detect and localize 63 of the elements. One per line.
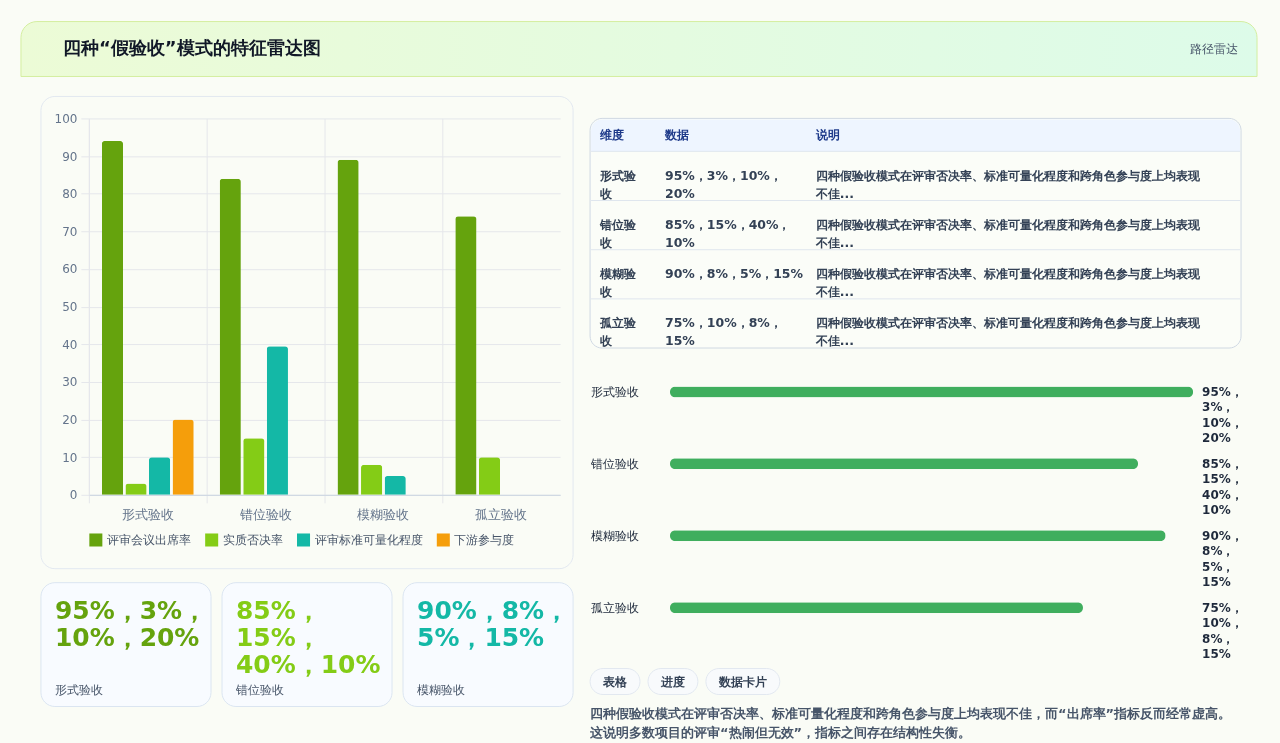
y-tick-label: 40: [62, 337, 78, 352]
data-label: 95%，3%，10%，20%: [1202, 384, 1243, 446]
text: 95%，3%，10%，20%: [664, 167, 782, 201]
y-tick-label: 错位验收: [589, 455, 639, 471]
bar: [243, 438, 265, 495]
bar: [669, 530, 1166, 542]
bar: [148, 457, 171, 495]
bar: [669, 386, 1194, 398]
legend-label: 评审标准可量化程度: [314, 532, 423, 547]
y-tick-label: 0: [69, 488, 78, 503]
text: 四种假验收模式在评审否决率、标准可量化程度和跨角色参与度上均表现不佳...: [814, 217, 1201, 251]
category-label: 数据: [663, 126, 689, 142]
text: 85%，15%，40%，10%: [664, 217, 791, 251]
x-tick-label: 孤立验收: [475, 507, 528, 523]
y-tick-label: 孤立验收: [590, 599, 639, 615]
y-tick-label: 形式验收: [590, 383, 639, 399]
text: 75%，10%，8%，15%: [664, 315, 782, 349]
text: 95%，3%，10%，20%: [54, 595, 208, 652]
bar: [669, 602, 1083, 614]
legend-label: 评审会议出席率: [106, 532, 191, 547]
y-tick-label: 50: [62, 300, 78, 315]
category-label: 维度: [599, 126, 625, 142]
text: 数据卡片: [717, 674, 767, 689]
y-tick-label: 30: [62, 375, 78, 390]
data-label: 90%，8%，5%，15%: [1202, 528, 1243, 590]
y-tick-label: 10: [62, 450, 78, 465]
text: 90%，8%，5%，15%: [664, 266, 804, 282]
bar: [361, 464, 383, 495]
data-label: 85%，15%，40%，10%: [1202, 456, 1243, 518]
x-tick-label: 形式验收: [121, 507, 174, 523]
x-tick-label: 错位验收: [238, 507, 292, 523]
bar: [101, 140, 124, 495]
text: 四种假验收模式在评审否决率、标准可量化程度和跨角色参与度上均表现不佳...: [814, 266, 1201, 300]
bar: [337, 159, 359, 495]
y-tick-label: 70: [62, 224, 78, 239]
text: 进度: [659, 674, 685, 689]
y-tick-label: 模糊验收: [590, 527, 639, 543]
text: 四种假验收模式在评审否决率、标准可量化程度和跨角色参与度上均表现不佳...: [814, 167, 1201, 201]
y-tick-label: 20: [62, 413, 78, 428]
bar: [455, 216, 477, 495]
text: 四种假验收模式在评审否决率、标准可量化程度和跨角色参与度上均表现不佳，而“出席率”指标反而经常虚高。这说明多数项目的评审“热闹但无效”，指标之间存在结构性失衡。: [589, 706, 1232, 741]
bar: [266, 346, 288, 495]
data-label: 75%，10%，8%，15%: [1202, 600, 1243, 662]
bar: [172, 419, 194, 495]
legend-label: 下游参与度: [454, 532, 515, 547]
text: 90%，8%，5%，15%: [417, 595, 570, 652]
bar: [219, 178, 241, 495]
y-tick-label: 100: [54, 111, 78, 126]
text: 四种假验收模式在评审否决率、标准可量化程度和跨角色参与度上均表现不佳...: [814, 315, 1201, 349]
text: 模糊验收: [417, 682, 466, 697]
legend-label: 实质否决率: [222, 532, 283, 547]
text: 错位验收: [234, 682, 284, 697]
x-tick-label: 模糊验收: [357, 507, 410, 523]
text: 表格: [602, 674, 629, 689]
y-tick-label: 80: [62, 187, 78, 202]
text: 路径雷达: [1190, 41, 1239, 57]
y-tick-label: 90: [62, 149, 78, 164]
category-label: 说明: [814, 126, 840, 142]
bar: [669, 458, 1139, 470]
bar: [478, 457, 501, 495]
text: 四种“假验收”模式的特征雷达图: [62, 37, 321, 58]
text: 85%，15%，40%，10%: [235, 595, 381, 679]
y-tick-label: 60: [62, 262, 78, 277]
